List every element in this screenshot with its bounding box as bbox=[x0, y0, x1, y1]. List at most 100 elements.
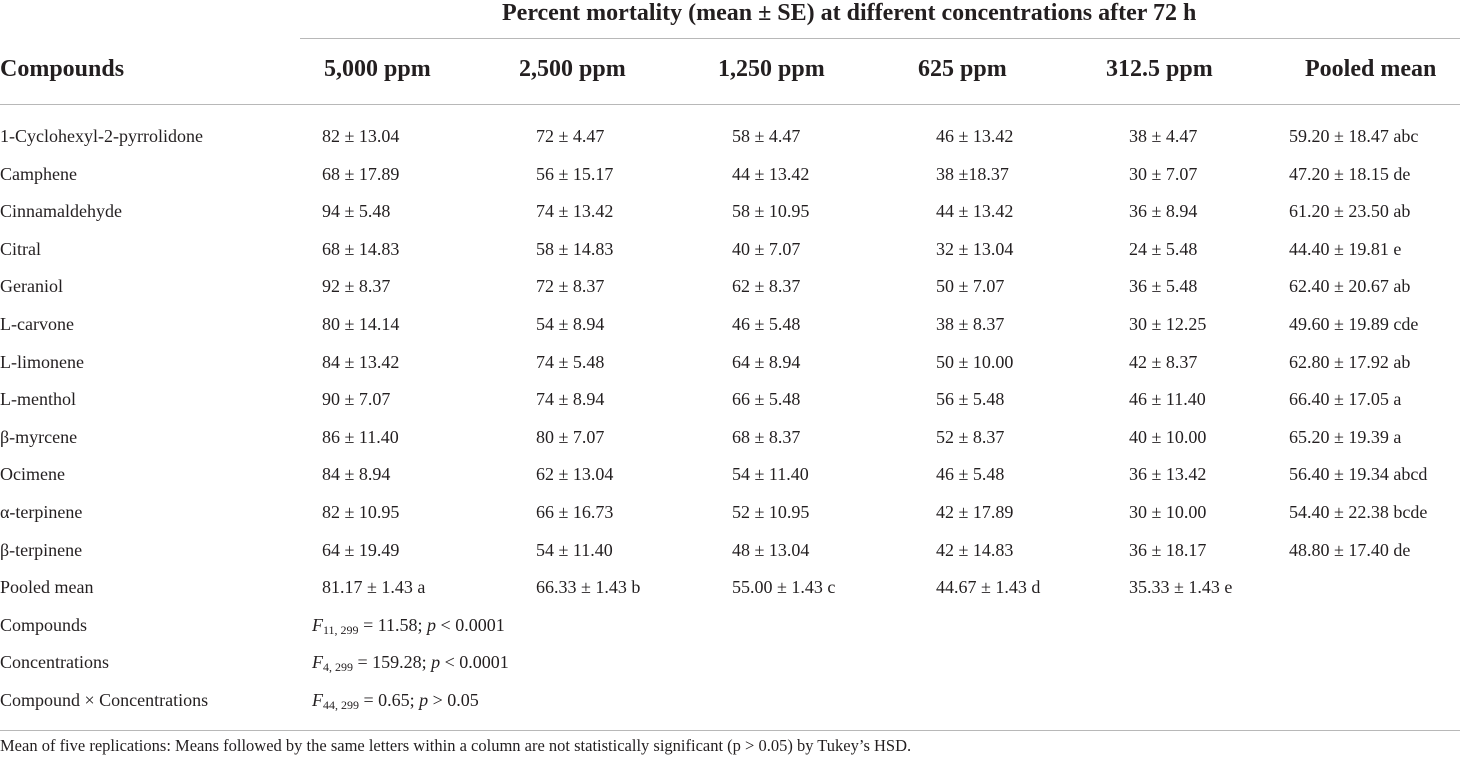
f-symbol: F bbox=[312, 614, 323, 635]
table-cell: 48.80 ± 17.40 de bbox=[1289, 539, 1411, 560]
p-symbol: p bbox=[431, 652, 441, 673]
table-cell: 84 ± 8.94 bbox=[322, 464, 391, 485]
table-cell: 54 ± 11.40 bbox=[732, 464, 809, 485]
table-cell: 44 ± 13.42 bbox=[936, 201, 1014, 222]
table-cell: 55.00 ± 1.43 c bbox=[732, 577, 836, 598]
table-cell: 54.40 ± 22.38 bcde bbox=[1289, 502, 1428, 522]
table-cell: 74 ± 13.42 bbox=[536, 201, 614, 222]
table-cell: 52 ± 8.37 bbox=[936, 426, 1005, 447]
table-cell: 30 ± 7.07 bbox=[1129, 163, 1198, 184]
p-symbol: p bbox=[419, 690, 429, 710]
table-cell: 80 ± 14.14 bbox=[322, 314, 400, 334]
table-cell: 62.40 ± 20.67 ab bbox=[1289, 276, 1411, 297]
table-cell: 80 ± 7.07 bbox=[536, 426, 605, 447]
rule-under-column-headers bbox=[0, 104, 1460, 105]
table-cell: 54 ± 11.40 bbox=[536, 539, 613, 560]
table-cell: 66 ± 16.73 bbox=[536, 502, 614, 522]
table-footnote: Mean of five replications: Means followe… bbox=[0, 736, 912, 755]
f-value: = 159.28; bbox=[353, 652, 432, 673]
table-cell: 68 ± 8.37 bbox=[732, 426, 801, 447]
stats-value: F4, 299 = 159.28; p < 0.0001 bbox=[312, 652, 509, 674]
p-symbol: p bbox=[427, 614, 437, 635]
row-label: Citral bbox=[0, 238, 41, 259]
table-cell: 36 ± 5.48 bbox=[1129, 276, 1198, 297]
table-cell: 42 ± 17.89 bbox=[936, 502, 1014, 522]
table-cell: 82 ± 13.04 bbox=[322, 126, 400, 146]
row-label: 1-Cyclohexyl-2-pyrrolidone bbox=[0, 126, 203, 146]
table-cell: 90 ± 7.07 bbox=[322, 389, 391, 410]
table-cell: 38 ± 4.47 bbox=[1129, 126, 1198, 146]
table-cell: 36 ± 13.42 bbox=[1129, 464, 1207, 485]
table-cell: 58 ± 14.83 bbox=[536, 238, 614, 259]
table-cell: 52 ± 10.95 bbox=[732, 502, 810, 522]
p-value: > 0.05 bbox=[428, 690, 479, 710]
row-label: L-carvone bbox=[0, 314, 74, 334]
table-cell: 35.33 ± 1.43 e bbox=[1129, 577, 1233, 598]
column-header: 625 ppm bbox=[918, 56, 1007, 82]
rule-under-spanning-header bbox=[300, 38, 1460, 39]
stats-label: Compounds bbox=[0, 614, 88, 635]
row-label: Cinnamaldehyde bbox=[0, 201, 122, 222]
table-cell: 62 ± 8.37 bbox=[732, 276, 801, 297]
row-label: L-limonene bbox=[0, 351, 84, 372]
table-cell: 82 ± 10.95 bbox=[322, 502, 400, 522]
degrees-of-freedom: 4, 299 bbox=[323, 660, 353, 675]
degrees-of-freedom: 11, 299 bbox=[323, 622, 359, 637]
rule-above-footnote bbox=[0, 730, 1460, 731]
f-symbol: F bbox=[312, 652, 323, 673]
f-value: = 0.65; bbox=[359, 690, 420, 710]
table-cell: 46 ± 13.42 bbox=[936, 126, 1014, 146]
table-cell: 68 ± 17.89 bbox=[322, 163, 400, 184]
table-cell: 36 ± 18.17 bbox=[1129, 539, 1207, 560]
row-label: β-terpinene bbox=[0, 539, 83, 560]
table-cell: 94 ± 5.48 bbox=[322, 201, 391, 222]
column-header-compounds: Compounds bbox=[0, 56, 125, 82]
column-header: 5,000 ppm bbox=[324, 56, 431, 82]
f-symbol: F bbox=[312, 690, 323, 710]
table-cell: 24 ± 5.48 bbox=[1129, 238, 1198, 259]
column-header: Pooled mean bbox=[1305, 56, 1437, 82]
table-cell: 42 ± 14.83 bbox=[936, 539, 1014, 560]
table-cell: 74 ± 8.94 bbox=[536, 389, 605, 410]
table-cell: 72 ± 4.47 bbox=[536, 126, 605, 146]
table-cell: 64 ± 8.94 bbox=[732, 351, 801, 372]
table-cell: 84 ± 13.42 bbox=[322, 351, 400, 372]
stats-value: F44, 299 = 0.65; p > 0.05 bbox=[312, 690, 479, 712]
column-header: 2,500 ppm bbox=[519, 56, 626, 82]
table-cell: 42 ± 8.37 bbox=[1129, 351, 1198, 372]
table-cell: 50 ± 7.07 bbox=[936, 276, 1005, 297]
row-label: β-myrcene bbox=[0, 426, 78, 447]
table-cell: 44.40 ± 19.81 e bbox=[1289, 238, 1402, 259]
table-cell: 59.20 ± 18.47 abc bbox=[1289, 126, 1419, 146]
table-cell: 62.80 ± 17.92 ab bbox=[1289, 351, 1411, 372]
table-cell: 54 ± 8.94 bbox=[536, 314, 605, 334]
stats-value: F11, 299 = 11.58; p < 0.0001 bbox=[312, 615, 505, 637]
row-label: L-menthol bbox=[0, 389, 76, 410]
f-value: = 11.58; bbox=[358, 614, 428, 635]
table-cell: 65.20 ± 19.39 a bbox=[1289, 426, 1402, 447]
row-label: Camphene bbox=[0, 163, 77, 184]
table-cell: 66 ± 5.48 bbox=[732, 389, 801, 410]
stats-label: Compound × Concentrations bbox=[0, 690, 209, 710]
p-value: < 0.0001 bbox=[440, 652, 509, 673]
degrees-of-freedom: 44, 299 bbox=[323, 698, 359, 712]
table-cell: 36 ± 8.94 bbox=[1129, 201, 1198, 222]
table-cell: 40 ± 7.07 bbox=[732, 238, 801, 259]
table-cell: 72 ± 8.37 bbox=[536, 276, 605, 297]
table-cell: 56 ± 15.17 bbox=[536, 163, 614, 184]
row-label: Geraniol bbox=[0, 276, 63, 297]
table-cell: 56.40 ± 19.34 abcd bbox=[1289, 464, 1428, 485]
column-header: 312.5 ppm bbox=[1106, 56, 1213, 82]
table-cell: 48 ± 13.04 bbox=[732, 539, 810, 560]
table-cell: 46 ± 5.48 bbox=[732, 314, 801, 334]
row-label: Ocimene bbox=[0, 464, 65, 485]
table-cell: 47.20 ± 18.15 de bbox=[1289, 163, 1411, 184]
table-cell: 30 ± 12.25 bbox=[1129, 314, 1207, 334]
table-cell: 46 ± 5.48 bbox=[936, 464, 1005, 485]
table-cell: 46 ± 11.40 bbox=[1129, 389, 1206, 410]
spanning-header: Percent mortality (mean ± SE) at differe… bbox=[502, 0, 1197, 26]
stats-label: Concentrations bbox=[0, 652, 109, 673]
table-cell: 44.67 ± 1.43 d bbox=[936, 577, 1041, 598]
table-cell: 32 ± 13.04 bbox=[936, 238, 1014, 259]
table-cell: 66.33 ± 1.43 b bbox=[536, 577, 641, 598]
